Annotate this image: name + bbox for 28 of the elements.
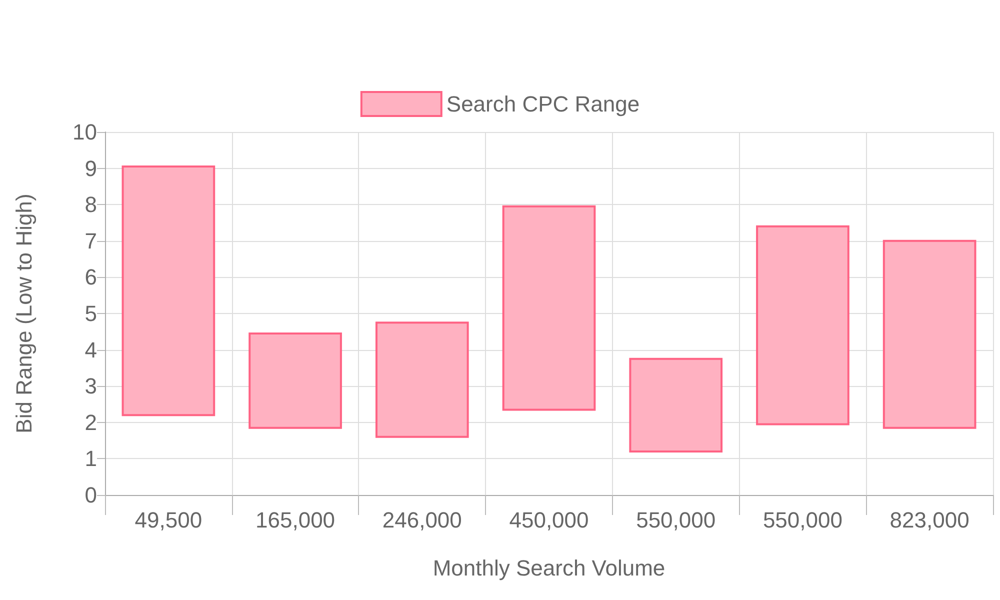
y-tick-label: 5 — [84, 301, 97, 326]
y-tick-label: 1 — [84, 446, 97, 472]
x-tick-label: 450,000 — [509, 508, 589, 532]
y-tick-label: 3 — [84, 374, 97, 399]
y-tick-label: 4 — [84, 337, 97, 362]
x-tick-label: 550,000 — [762, 508, 842, 532]
y-axis-title: Bid Range (Low to High) — [12, 194, 36, 434]
x-tick-label: 246,000 — [382, 508, 462, 532]
y-tick-label: 7 — [84, 228, 97, 254]
x-axis-title: Monthly Search Volume — [432, 556, 666, 580]
y-tick-label: 9 — [84, 156, 97, 181]
y-tick-label: 0 — [84, 482, 97, 508]
x-tick-label: 550,000 — [636, 508, 716, 532]
bar — [629, 358, 723, 452]
y-tick-label: 10 — [72, 120, 97, 144]
x-tick-label: 165,000 — [256, 508, 336, 532]
bar — [122, 165, 216, 416]
bar — [502, 205, 596, 411]
bar — [375, 322, 469, 438]
y-tick-label: 6 — [84, 264, 97, 290]
y-tick-label: 8 — [84, 192, 97, 218]
bar — [756, 225, 850, 426]
x-tick-label: 823,000 — [890, 508, 970, 532]
x-tick-label: 49,500 — [134, 508, 202, 532]
bar — [248, 332, 342, 429]
bar — [882, 240, 976, 429]
legend-label: Search CPC Range — [446, 92, 640, 116]
y-tick-label: 2 — [84, 410, 97, 435]
